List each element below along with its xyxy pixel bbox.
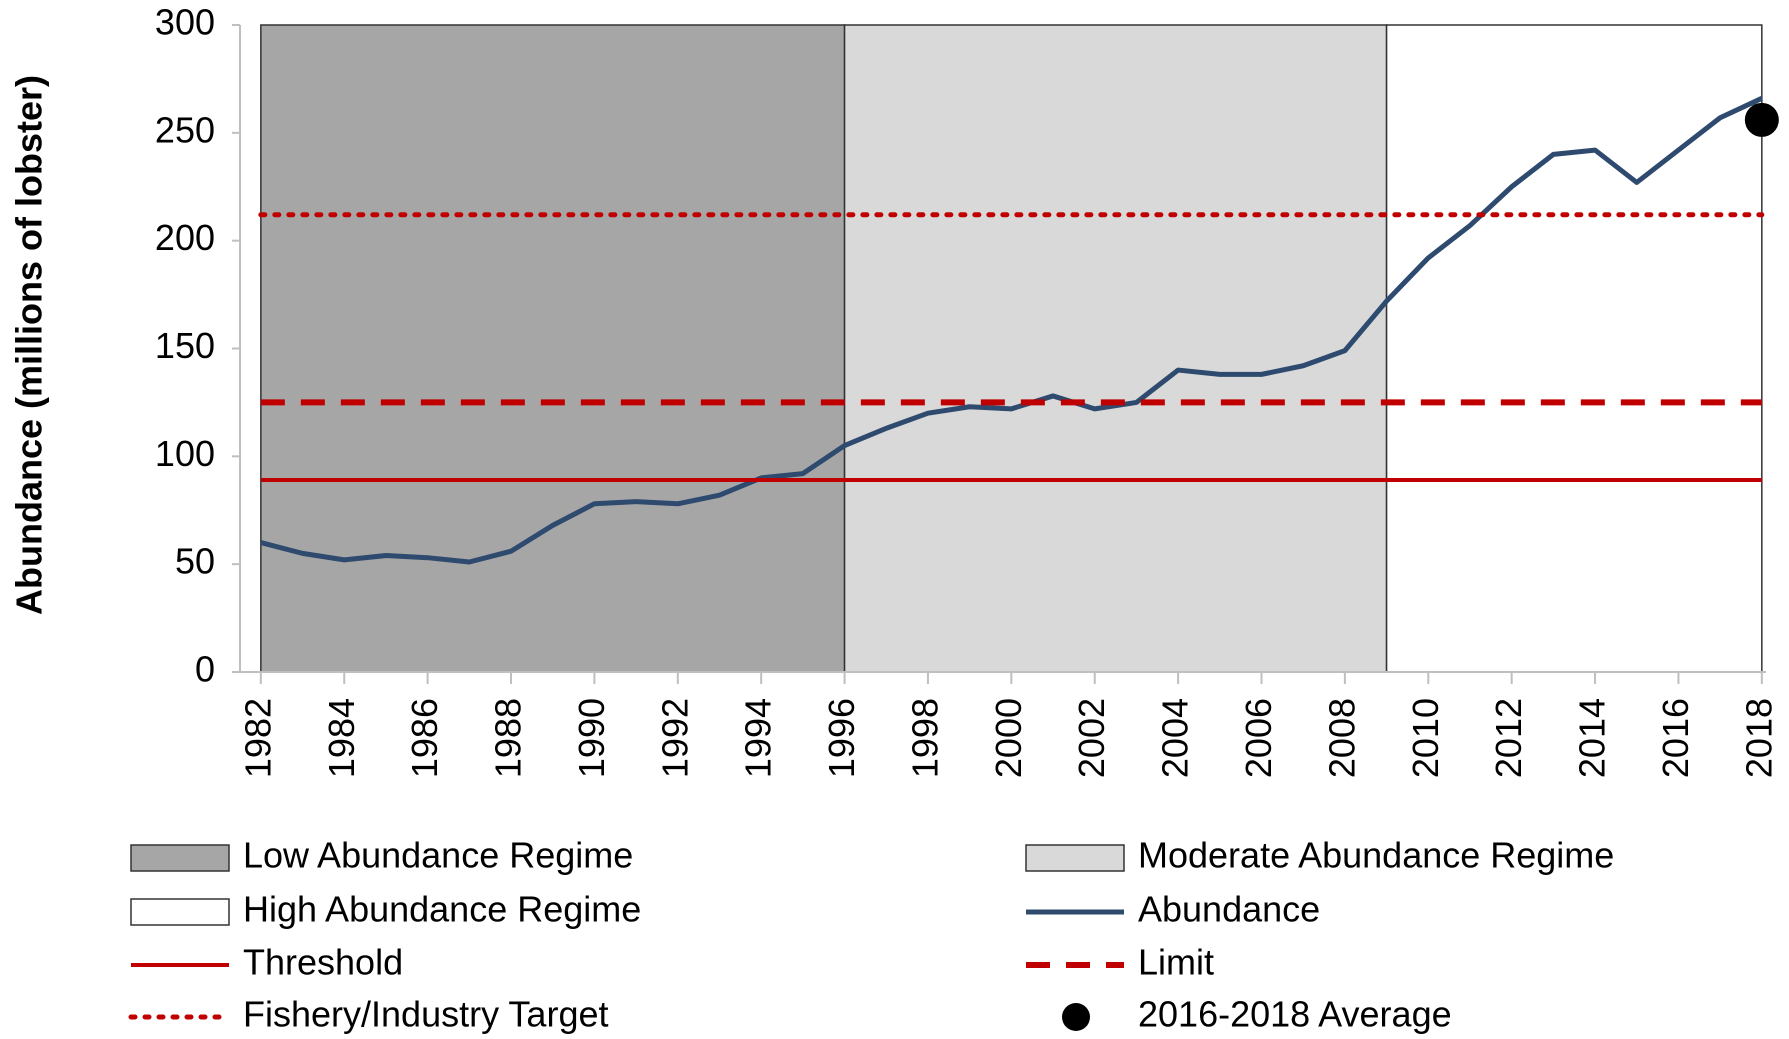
regime-band (843, 24, 1388, 673)
legend-label: Limit (1138, 942, 1214, 983)
x-tick-label: 2006 (1238, 698, 1279, 778)
x-tick-label: 2014 (1572, 698, 1613, 778)
legend-swatch (130, 844, 230, 872)
y-tick-label: 300 (155, 2, 215, 43)
x-tick-label: 1992 (654, 698, 695, 778)
y-tick-label: 200 (155, 217, 215, 258)
x-tick-label: 2010 (1405, 698, 1446, 778)
y-axis-title: Abundance (millions of lobster) (9, 75, 50, 615)
legend-swatch (130, 898, 230, 926)
y-tick-label: 0 (195, 649, 215, 690)
legend-label: Low Abundance Regime (243, 835, 633, 876)
x-tick-label: 2018 (1738, 698, 1779, 778)
regime-band (1385, 24, 1763, 673)
x-tick-label: 2016 (1655, 698, 1696, 778)
x-tick-label: 2002 (1071, 698, 1112, 778)
average-point (1744, 102, 1779, 137)
y-tick-label: 100 (155, 433, 215, 474)
y-tick-label: 150 (155, 325, 215, 366)
legend-swatch (1062, 1003, 1090, 1031)
x-tick-label: 1994 (738, 698, 779, 778)
x-tick-label: 1990 (571, 698, 612, 778)
x-tick-label: 1988 (488, 698, 529, 778)
legend-swatch (1025, 844, 1125, 872)
x-tick-label: 2004 (1155, 698, 1196, 778)
legend-label: Moderate Abundance Regime (1138, 835, 1614, 876)
legend-label: Fishery/Industry Target (243, 994, 608, 1035)
y-tick-label: 250 (155, 109, 215, 150)
x-tick-label: 1982 (237, 698, 278, 778)
x-tick-label: 1984 (321, 698, 362, 778)
x-tick-label: 2008 (1321, 698, 1362, 778)
legend-label: Abundance (1138, 889, 1320, 930)
x-tick-label: 1996 (821, 698, 862, 778)
legend-label: Threshold (243, 942, 403, 983)
legend-label: 2016-2018 Average (1138, 994, 1452, 1035)
x-tick-label: 2000 (988, 698, 1029, 778)
x-tick-label: 2012 (1488, 698, 1529, 778)
x-tick-label: 1986 (404, 698, 445, 778)
y-tick-label: 50 (175, 541, 215, 582)
x-tick-label: 1998 (904, 698, 945, 778)
regime-band (260, 24, 846, 673)
legend-label: High Abundance Regime (243, 889, 641, 930)
abundance-line (260, 96, 1763, 565)
